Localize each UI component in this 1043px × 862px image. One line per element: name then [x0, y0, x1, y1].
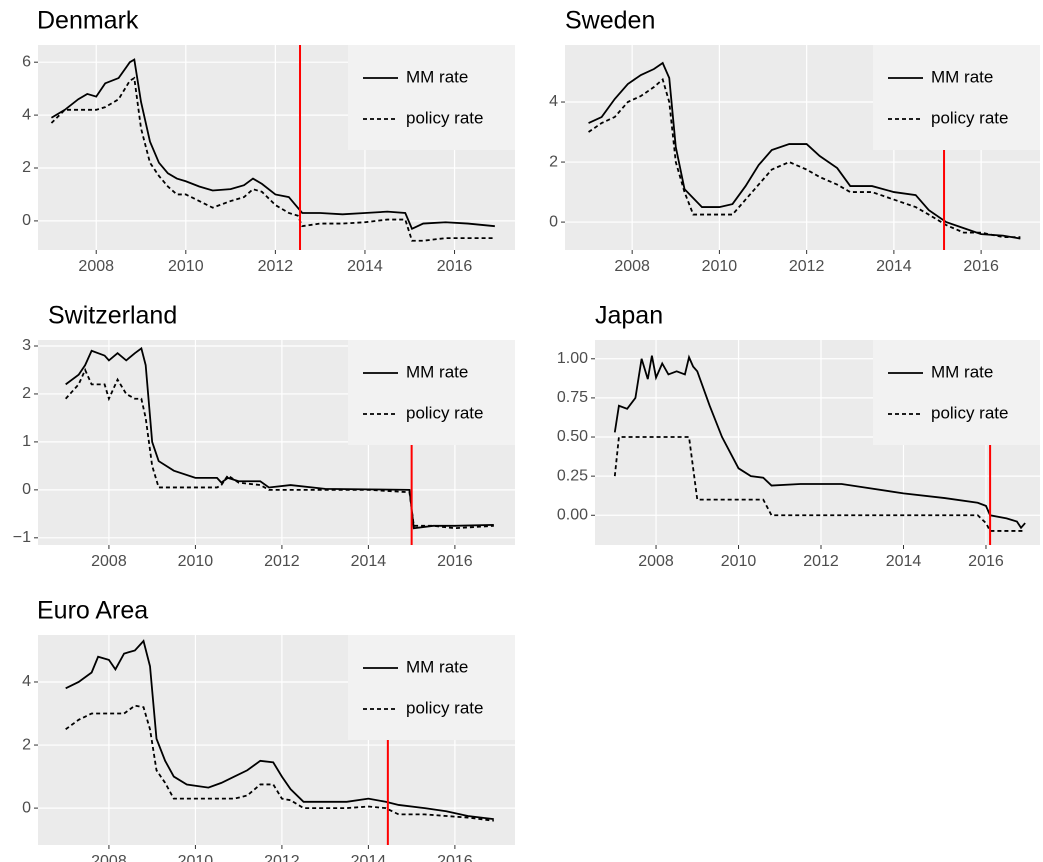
series-line	[50, 76, 495, 242]
y-tick-label: 0.00	[557, 506, 588, 523]
x-tick-label: 2008	[78, 258, 114, 275]
y-tick-label: 0.50	[557, 428, 588, 445]
legend-label: MM rate	[406, 362, 468, 381]
x-tick-label: 2012	[264, 853, 300, 862]
series-line	[65, 367, 494, 530]
x-tick-label: 2008	[638, 553, 674, 570]
legend-label: MM rate	[931, 362, 993, 381]
panel-title: Sweden	[565, 7, 655, 35]
legend-label: policy rate	[931, 403, 1008, 422]
legend-background	[348, 635, 515, 740]
series-line	[588, 61, 1021, 240]
x-tick-label: 2010	[702, 258, 738, 275]
y-tick-label: 0.75	[557, 389, 588, 406]
x-tick-label: 2016	[968, 553, 1004, 570]
series-line	[65, 639, 494, 821]
x-tick-label: 2010	[168, 258, 204, 275]
y-tick-label: 2	[22, 736, 31, 753]
legend-label: MM rate	[406, 67, 468, 86]
x-tick-label: 2016	[437, 258, 473, 275]
x-tick-label: 2016	[437, 553, 473, 570]
x-tick-label: 2010	[178, 553, 214, 570]
x-tick-label: 2014	[876, 258, 912, 275]
panel-title: Denmark	[37, 7, 139, 35]
y-tick-label: 1.00	[557, 350, 588, 367]
legend-label: policy rate	[406, 108, 483, 127]
x-tick-label: 2012	[803, 553, 839, 570]
y-tick-label: 0	[22, 481, 31, 498]
y-tick-label: −1	[13, 529, 31, 546]
x-tick-label: 2010	[721, 553, 757, 570]
x-tick-label: 2012	[264, 553, 300, 570]
legend-label: policy rate	[931, 108, 1008, 127]
x-tick-label: 2014	[351, 853, 387, 862]
series-line	[65, 346, 494, 530]
x-tick-label: 2016	[963, 258, 999, 275]
legend-background	[873, 45, 1040, 150]
x-tick-label: 2016	[437, 853, 473, 862]
series-line	[613, 436, 1026, 532]
panel-title: Switzerland	[48, 302, 177, 330]
legend-background	[348, 340, 515, 445]
y-tick-label: 2	[22, 159, 31, 176]
y-tick-label: 4	[549, 93, 558, 110]
x-tick-label: 2012	[258, 258, 294, 275]
x-tick-label: 2014	[886, 553, 922, 570]
x-tick-label: 2014	[347, 258, 383, 275]
x-tick-label: 2008	[91, 853, 127, 862]
series-line	[613, 354, 1026, 530]
y-tick-label: 0.25	[557, 467, 588, 484]
y-tick-label: 4	[22, 106, 31, 123]
y-tick-label: 0	[549, 213, 558, 230]
y-tick-label: 0	[22, 799, 31, 816]
x-tick-label: 2010	[178, 853, 214, 862]
y-tick-label: 6	[22, 53, 31, 70]
y-tick-label: 2	[549, 153, 558, 170]
legend-background	[873, 340, 1040, 445]
series-line	[50, 58, 495, 231]
legend-label: MM rate	[931, 67, 993, 86]
panel-title: Euro Area	[37, 597, 148, 625]
y-tick-label: 1	[22, 433, 31, 450]
legend-label: policy rate	[406, 698, 483, 717]
y-tick-label: 3	[22, 337, 31, 354]
y-tick-label: 2	[22, 385, 31, 402]
x-tick-label: 2012	[789, 258, 825, 275]
x-tick-label: 2008	[91, 553, 127, 570]
series-line	[588, 77, 1021, 238]
legend-label: MM rate	[406, 657, 468, 676]
y-tick-label: 4	[22, 673, 31, 690]
y-tick-label: 0	[22, 212, 31, 229]
legend-background	[348, 45, 515, 150]
legend-label: policy rate	[406, 403, 483, 422]
series-line	[65, 704, 494, 822]
x-tick-label: 2014	[351, 553, 387, 570]
panel-title: Japan	[595, 302, 663, 330]
x-tick-label: 2008	[614, 258, 650, 275]
